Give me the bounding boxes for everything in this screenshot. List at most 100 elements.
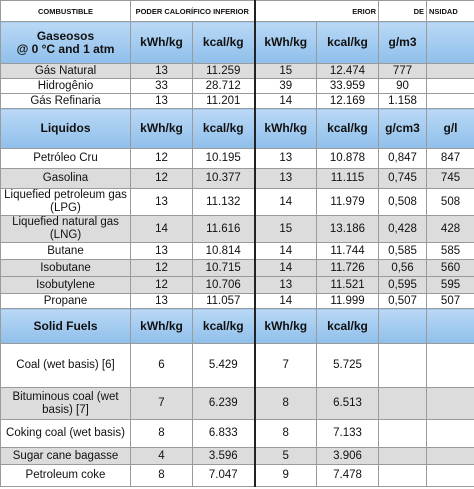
table-cell: 7.133: [315, 419, 380, 448]
table-cell: 13: [254, 168, 317, 189]
table-cell: Petróleo Cru: [0, 148, 131, 169]
table-cell: [426, 464, 474, 487]
data-row: Gás Refinaria 13 11.201 14 12.169 1.158: [0, 93, 474, 109]
header-cell: DE: [378, 0, 428, 22]
table-cell: 3.906: [315, 447, 380, 465]
section-header: Liquidos kWh/kg kcal/kg kWh/kg kcal/kg g/cm3 g…: [0, 108, 474, 149]
table-cell: 10.715: [192, 259, 256, 277]
table-cell: [426, 63, 474, 79]
table-cell: 14: [254, 242, 317, 260]
data-row: Coal (wet basis) [6] 6 5.429 7 5.725: [0, 343, 474, 388]
table-cell: 11.132: [192, 188, 256, 216]
table-cell: 6: [130, 343, 193, 388]
table-cell: 12.474: [315, 63, 380, 79]
table-cell: 14: [254, 93, 317, 109]
table-cell: 5: [254, 447, 317, 465]
table-cell: g/cm3: [378, 108, 428, 149]
header-cell: PODER CALORÍFICO INFERIOR: [130, 0, 256, 22]
table-cell: 28.712: [192, 78, 256, 94]
table-cell: Bituminous coal (wet basis) [7]: [0, 387, 131, 420]
table-cell: kWh/kg: [130, 108, 193, 149]
table-cell: 7.478: [315, 464, 380, 487]
table-cell: 39: [254, 78, 317, 94]
table-cell: 13: [254, 148, 317, 169]
table-cell: [426, 419, 474, 448]
table-cell: 11.057: [192, 293, 256, 309]
table-cell: 777: [378, 63, 428, 79]
table-cell: Solid Fuels: [0, 308, 131, 344]
table-cell: 6.513: [315, 387, 380, 420]
table-cell: 0,507: [378, 293, 428, 309]
table-cell: 11.259: [192, 63, 256, 79]
table-cell: 5.429: [192, 343, 256, 388]
data-row: Bituminous coal (wet basis) [7] 7 6.239 8 6.…: [0, 387, 474, 420]
table-cell: Isobutane: [0, 259, 131, 277]
header-cell: COMBUSTIBLE: [0, 0, 131, 22]
table-cell: kcal/kg: [315, 108, 380, 149]
data-row: Liquefied natural gas (LNG) 14 11.616 15 13.…: [0, 215, 474, 243]
table-cell: 10.814: [192, 242, 256, 260]
table-cell: 7: [254, 343, 317, 388]
table-cell: 14: [254, 188, 317, 216]
table-cell: 11.115: [315, 168, 380, 189]
table-cell: kcal/kg: [192, 108, 256, 149]
table-cell: 0,428: [378, 215, 428, 243]
table-cell: [426, 93, 474, 109]
table-cell: 847: [426, 148, 474, 169]
table-cell: Isobutylene: [0, 276, 131, 294]
table-cell: 7: [130, 387, 193, 420]
section-header: Solid Fuels kWh/kg kcal/kg kWh/kg kcal/kg: [0, 308, 474, 344]
table-cell: 10.878: [315, 148, 380, 169]
table-cell: Liquidos: [0, 108, 131, 149]
table-cell: 6.833: [192, 419, 256, 448]
table-cell: [378, 343, 428, 388]
table-cell: 9: [254, 464, 317, 487]
table-cell: 13: [130, 93, 193, 109]
data-row: Gasolina 12 10.377 13 11.115 0,745 745: [0, 168, 474, 189]
table-cell: 1.158: [378, 93, 428, 109]
table-cell: [378, 447, 428, 465]
table-cell: [378, 464, 428, 487]
table-cell: [426, 343, 474, 388]
table-cell: 14: [254, 293, 317, 309]
table-cell: 508: [426, 188, 474, 216]
table-cell: 7.047: [192, 464, 256, 487]
table-cell: kcal/kg: [315, 21, 380, 64]
table-cell: 14: [130, 215, 193, 243]
data-row: Hidrogênio 33 28.712 39 33.959 90: [0, 78, 474, 94]
table-cell: 11.616: [192, 215, 256, 243]
table-cell: 11.744: [315, 242, 380, 260]
header-row: COMBUSTIBLE PODER CALORÍFICO INFERIOR ER…: [0, 0, 474, 22]
table-cell: kWh/kg: [130, 21, 193, 64]
table-cell: 12: [130, 259, 193, 277]
table-cell: 0,508: [378, 188, 428, 216]
table-cell: 5.725: [315, 343, 380, 388]
table-cell: 11.201: [192, 93, 256, 109]
table-cell: 13: [254, 276, 317, 294]
table-cell: 11.521: [315, 276, 380, 294]
table-cell: Gaseosos @ 0 °C and 1 atm: [0, 21, 131, 64]
table-cell: 11.979: [315, 188, 380, 216]
table-cell: 12: [130, 168, 193, 189]
table-cell: 13: [130, 242, 193, 260]
table-cell: 33.959: [315, 78, 380, 94]
data-row: Coking coal (wet basis) 8 6.833 8 7.133: [0, 419, 474, 448]
table-cell: Propane: [0, 293, 131, 309]
table-cell: 8: [254, 387, 317, 420]
table-cell: 13: [130, 293, 193, 309]
data-row: Liquefied petroleum gas (LPG) 13 11.132 14 1…: [0, 188, 474, 216]
table-cell: 8: [254, 419, 317, 448]
table-cell: g/l: [426, 108, 474, 149]
table-cell: [378, 308, 428, 344]
table-cell: 15: [254, 215, 317, 243]
header-cell: ERIOR: [253, 0, 380, 22]
data-row: Butane 13 10.814 14 11.744 0,585 585: [0, 242, 474, 260]
data-row: Isobutylene 12 10.706 13 11.521 0,595 595: [0, 276, 474, 294]
table-cell: 585: [426, 242, 474, 260]
table-cell: 10.377: [192, 168, 256, 189]
data-row: Petroleum coke 8 7.047 9 7.478: [0, 464, 474, 487]
table-cell: Butane: [0, 242, 131, 260]
table-cell: kcal/kg: [192, 21, 256, 64]
